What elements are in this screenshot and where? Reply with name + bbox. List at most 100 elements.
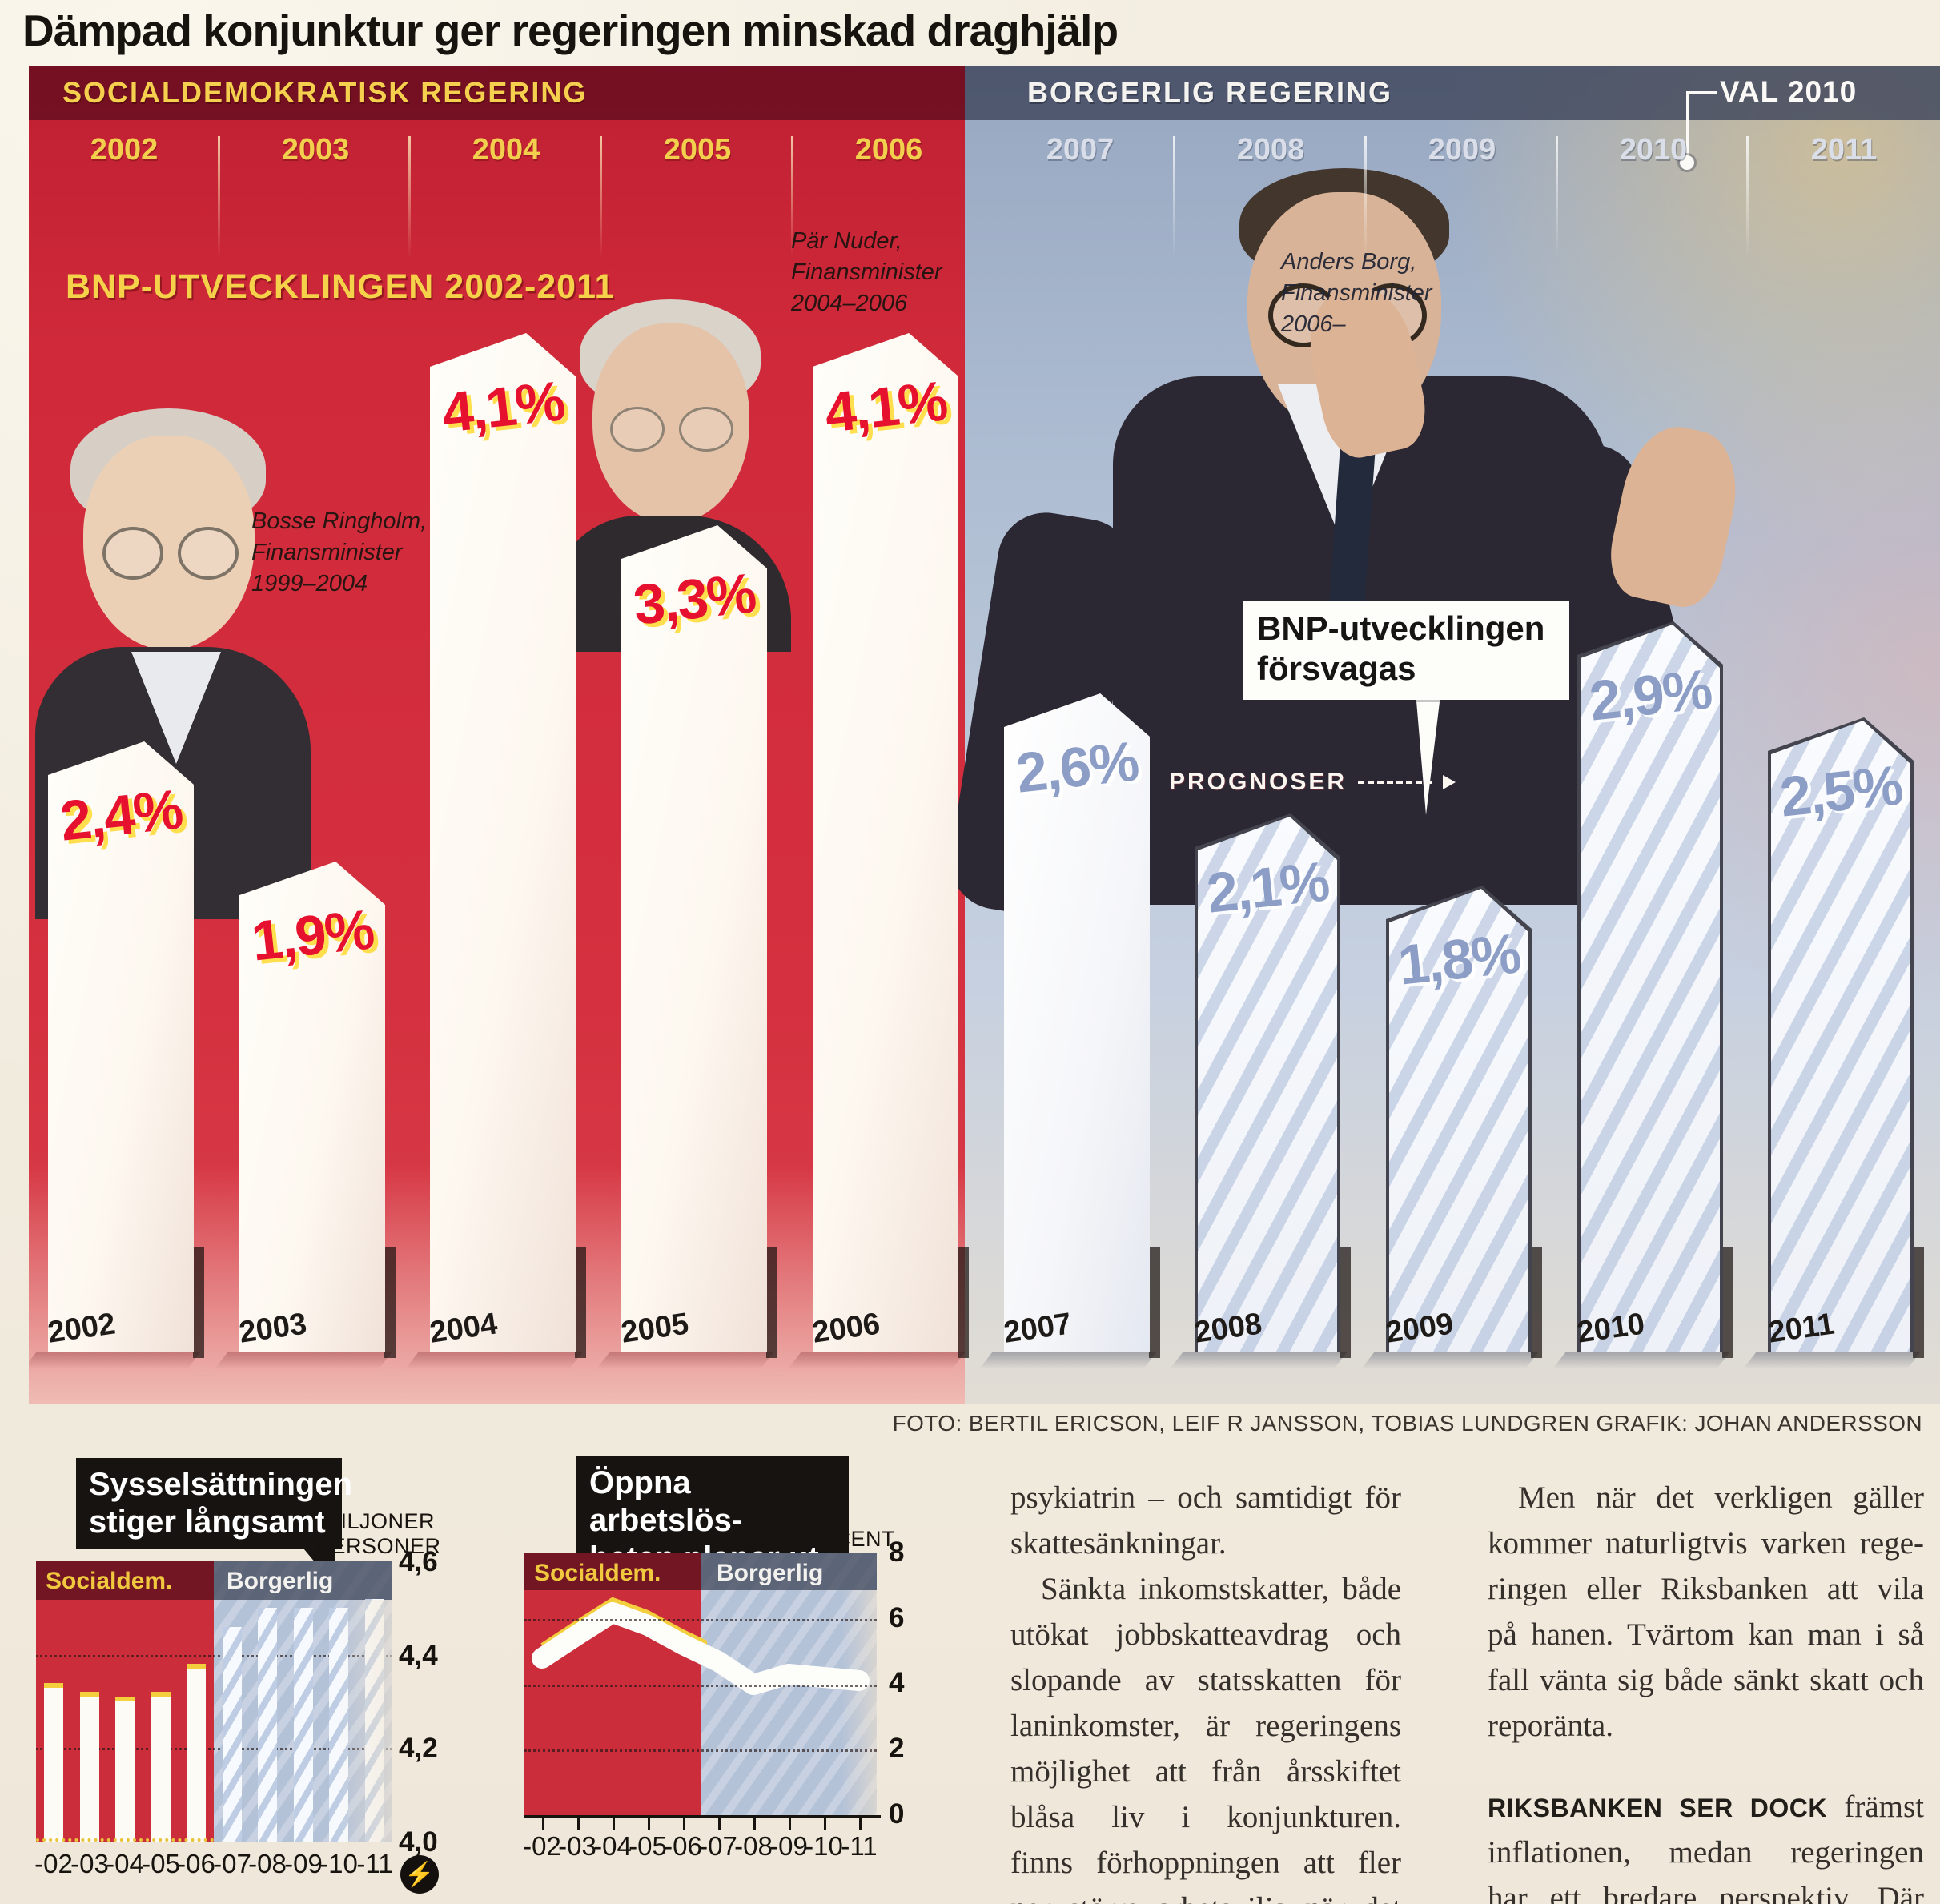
timeline-year-2011: 2011 bbox=[1810, 133, 1878, 167]
x-label--03: -03 bbox=[558, 1831, 596, 1861]
y-tick-8: 8 bbox=[889, 1536, 905, 1568]
gdp-bar-2009 bbox=[1386, 886, 1532, 1352]
callout-line: BNP-utvecklingen bbox=[1257, 609, 1545, 647]
article-line: kommer naturligtvis varken rege- bbox=[1488, 1526, 1924, 1561]
zone-strip bbox=[214, 1561, 392, 1600]
chart-title-line: stiger långsamt bbox=[89, 1504, 326, 1540]
minister-years: 2004–2006 bbox=[791, 291, 908, 316]
x-tick bbox=[789, 1818, 791, 1830]
zone-socialdem bbox=[524, 1553, 701, 1815]
chart-title-line: Sysselsättningen bbox=[89, 1467, 353, 1502]
x-label--10: -10 bbox=[805, 1831, 843, 1861]
x-tick bbox=[718, 1818, 721, 1830]
employment-bar--05 bbox=[151, 1692, 171, 1842]
minister-name: Pär Nuder, bbox=[791, 228, 902, 254]
glasses-icon bbox=[679, 407, 733, 452]
x-label--02: -02 bbox=[523, 1831, 561, 1861]
article-line: utökat jobbskatteavdrag och bbox=[1010, 1617, 1401, 1652]
forecast-haze bbox=[841, 1590, 877, 1815]
unemployment-line bbox=[532, 1597, 870, 1695]
employment-bar--02 bbox=[44, 1683, 63, 1842]
article-line: inflationen, medan regeringen bbox=[1488, 1835, 1924, 1870]
speech-bubble-title: Sysselsättningen stiger långsamt bbox=[76, 1458, 353, 1549]
caption-bosse-ringholm: Bosse Ringholm, Finansminister 1999–2004 bbox=[251, 506, 427, 600]
val-2010-dot bbox=[1680, 155, 1694, 170]
bar-edge-shadow bbox=[1722, 1247, 1733, 1358]
gdp-bar-2007 bbox=[1004, 693, 1150, 1352]
gridline-4 bbox=[524, 1685, 877, 1687]
photo-credit: FOTO: BERTIL ERICSON, LEIF R JANSSON, TO… bbox=[892, 1411, 1922, 1436]
minister-years: 1999–2004 bbox=[251, 571, 368, 597]
bar-shadow bbox=[1169, 1352, 1348, 1369]
gridline-4.4 bbox=[36, 1655, 392, 1657]
zone-strip bbox=[701, 1553, 877, 1590]
article-line: blåsa liv i konjunkturen. Samtidigt bbox=[1010, 1800, 1401, 1834]
year-separator bbox=[218, 136, 220, 258]
zone-label-borgerlig: Borgerlig bbox=[717, 1560, 824, 1586]
year-separator bbox=[1173, 136, 1175, 258]
bar-shadow bbox=[214, 1352, 392, 1369]
bar-shadow bbox=[29, 1352, 201, 1369]
article-line: psykiatrin – och samtidigt för bbox=[1010, 1480, 1401, 1515]
bar-shadow bbox=[787, 1352, 966, 1369]
employment-bar--03 bbox=[80, 1692, 99, 1842]
bar-edge-shadow bbox=[1913, 1247, 1924, 1358]
x-label--07: -07 bbox=[699, 1831, 737, 1861]
x-label--11: -11 bbox=[841, 1831, 878, 1861]
x-label--09: -09 bbox=[769, 1831, 808, 1861]
graphics-logo-icon: ⚡ bbox=[400, 1855, 439, 1894]
gdp-bar-2006 bbox=[813, 333, 958, 1352]
zone-strip bbox=[524, 1553, 701, 1590]
article-column-1: psykiatrin – och samtidigt för skattesänk… bbox=[1010, 1475, 1401, 1904]
left-header-title: SOCIALDEMOKRATISK REGERING bbox=[62, 76, 588, 109]
article-line: Sänkta inkomstskatter, både bbox=[1041, 1572, 1401, 1606]
y-tick-2: 2 bbox=[889, 1733, 905, 1764]
employment-chart: Sysselsättningen stiger långsamt MILJONE… bbox=[32, 1453, 480, 1902]
bar-shadow bbox=[1552, 1352, 1730, 1369]
unemployment-plot: Socialdem. Borgerlig bbox=[524, 1553, 877, 1815]
article-line: finns förhoppningen att fler kän- bbox=[1010, 1846, 1401, 1880]
employment-plot: Socialdem. Borgerlig bbox=[36, 1561, 392, 1842]
bar-shadow bbox=[1360, 1352, 1539, 1369]
gdp-bar-2011 bbox=[1768, 717, 1914, 1352]
y-tick-4,2: 4,2 bbox=[399, 1733, 438, 1764]
y-tick-4,6: 4,6 bbox=[399, 1546, 438, 1577]
x-label--04: -04 bbox=[106, 1849, 144, 1878]
timeline-year-2005: 2005 bbox=[663, 133, 732, 167]
minister-role: Finansminister bbox=[251, 540, 403, 565]
glasses-icon bbox=[178, 527, 239, 580]
callout-line: försvagas bbox=[1257, 649, 1416, 687]
timeline-year-2002: 2002 bbox=[90, 133, 159, 167]
prognoser-label: PROGNOSER bbox=[1169, 769, 1348, 795]
zone-label-borgerlig: Borgerlig bbox=[227, 1568, 334, 1594]
article-line: på hanen. Tvärtom kan man i så bbox=[1488, 1617, 1924, 1652]
gdp-bar-stripes bbox=[1389, 889, 1528, 1352]
minister-role: Finansminister bbox=[1281, 280, 1432, 306]
x-tick bbox=[753, 1818, 756, 1830]
article-line: möjlighet att från årsskiftet snabbt bbox=[1010, 1754, 1401, 1789]
x-label--06: -06 bbox=[664, 1831, 702, 1861]
zone-label-socialdem: Socialdem. bbox=[534, 1560, 661, 1586]
bar-edge-shadow bbox=[575, 1247, 586, 1358]
x-label--11: -11 bbox=[356, 1849, 393, 1878]
x-label--05: -05 bbox=[142, 1849, 180, 1878]
header-band-right: BORGERLIG REGERING bbox=[965, 66, 1940, 120]
bar-edge-shadow bbox=[958, 1247, 969, 1358]
minister-role: Finansminister bbox=[791, 259, 942, 285]
gridline-6 bbox=[524, 1619, 877, 1621]
timeline-year-2007: 2007 bbox=[1046, 133, 1115, 167]
x-label--10: -10 bbox=[319, 1849, 358, 1878]
forecast-haze bbox=[338, 1600, 392, 1842]
timeline-year-2004: 2004 bbox=[472, 133, 540, 167]
x-label--09: -09 bbox=[284, 1849, 323, 1878]
year-separator bbox=[791, 136, 793, 258]
callout-bnp-forsvagas: BNP-utvecklingen försvagas bbox=[1243, 601, 1569, 700]
gdp-bar-stripes bbox=[1581, 625, 1720, 1352]
x-label--03: -03 bbox=[70, 1849, 109, 1878]
chart-title: BNP-UTVECKLINGEN 2002-2011 bbox=[66, 267, 615, 306]
lightning-icon: ⚡ bbox=[404, 1861, 435, 1888]
x-label--05: -05 bbox=[629, 1831, 667, 1861]
prognoser-arrow-icon bbox=[1443, 775, 1456, 789]
year-separator bbox=[600, 136, 602, 258]
